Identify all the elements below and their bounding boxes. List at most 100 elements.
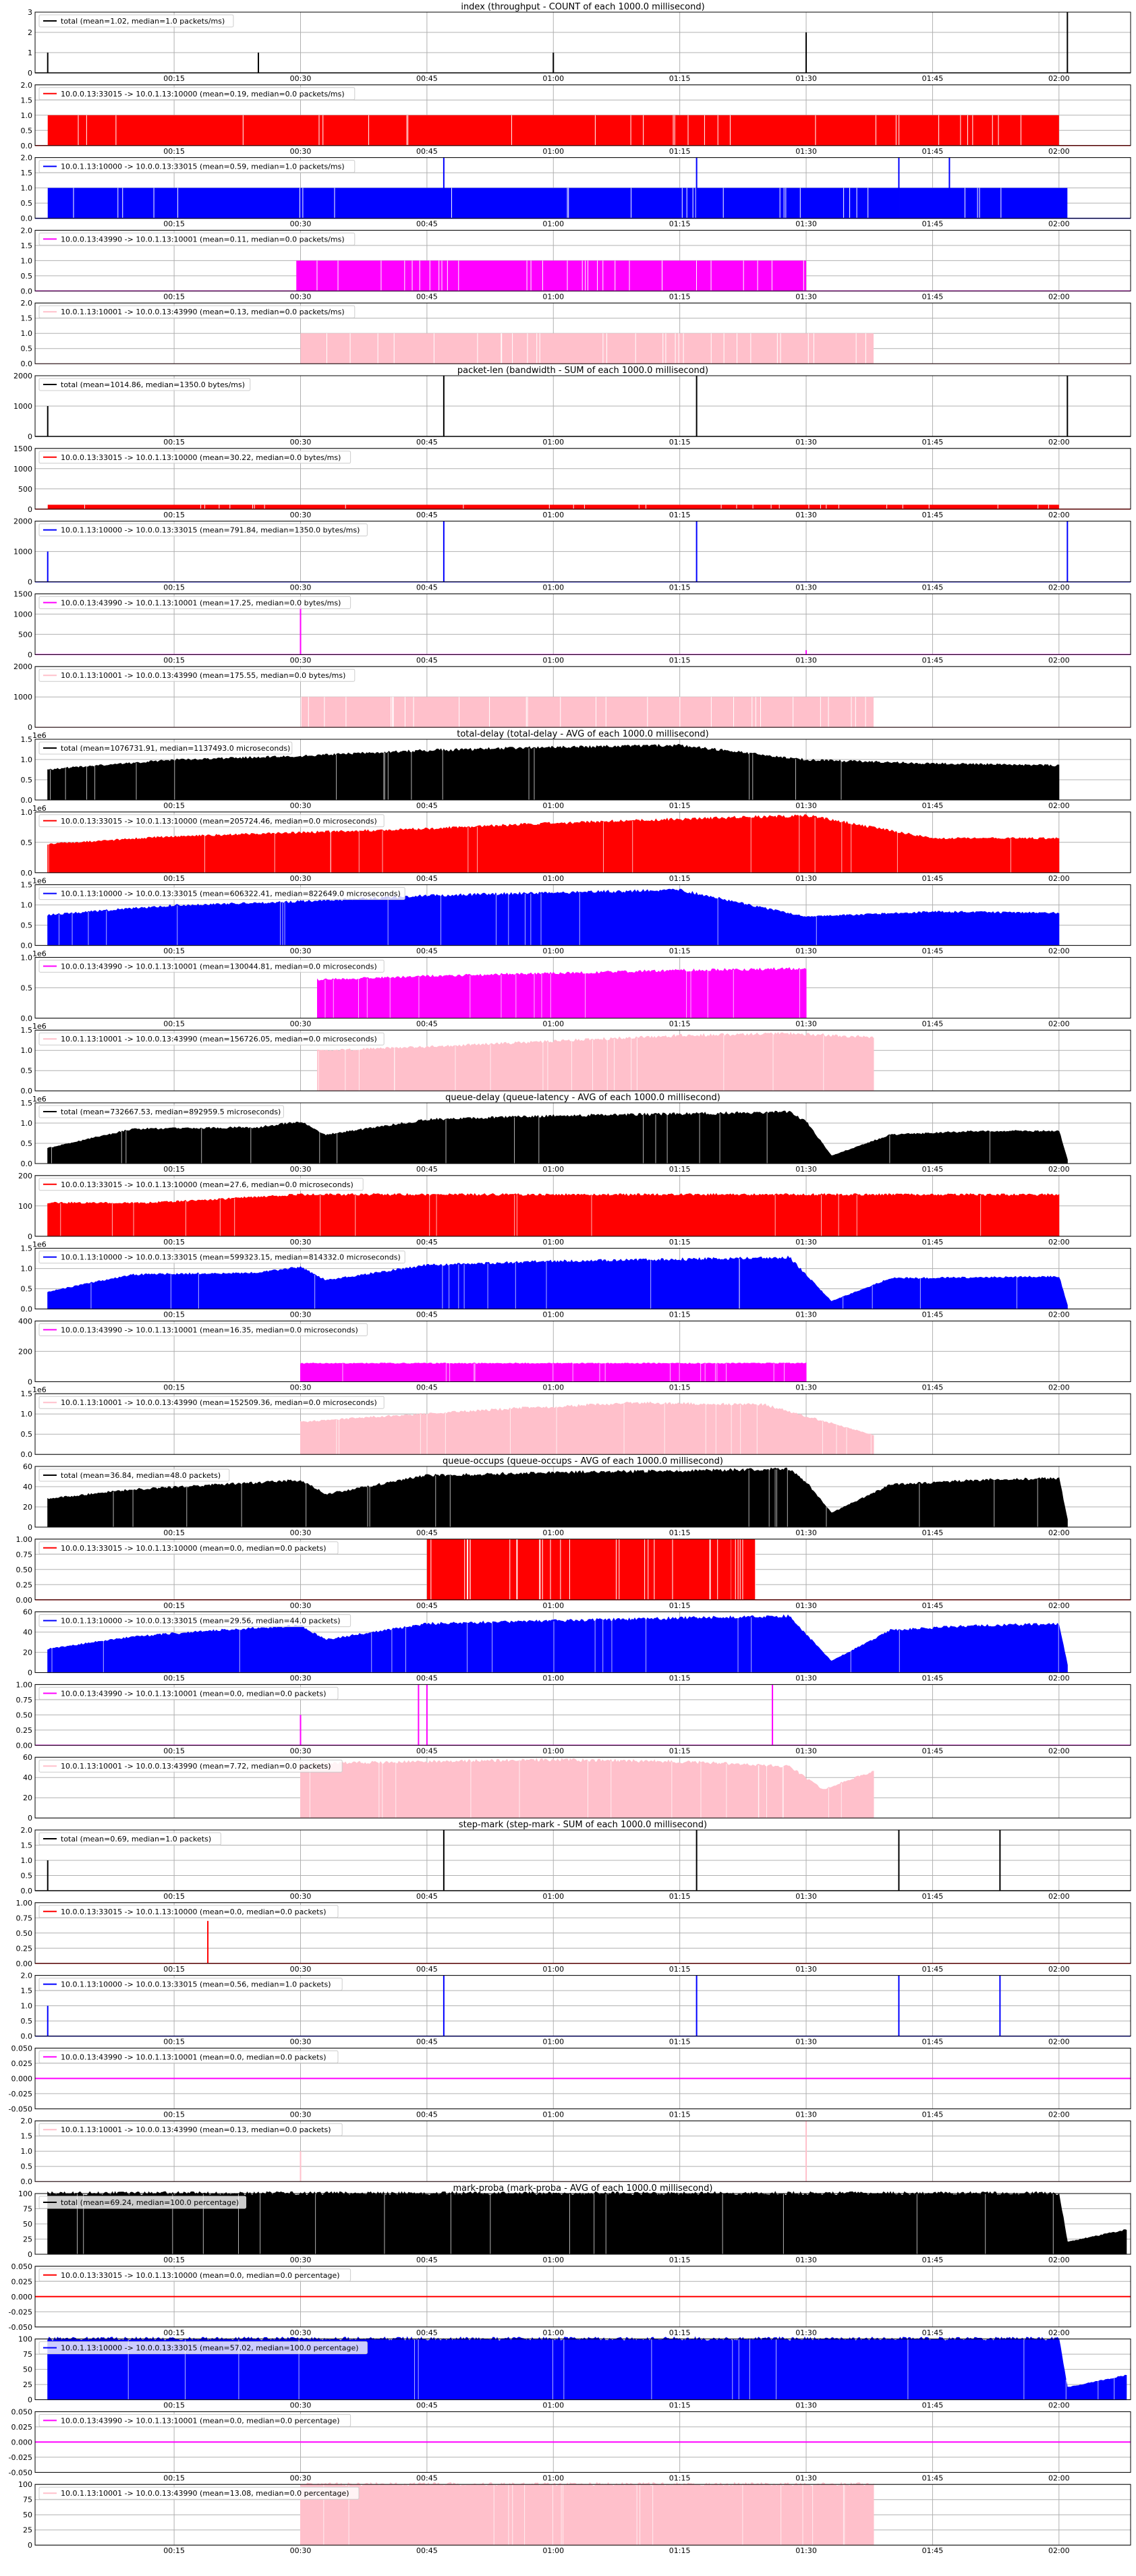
x-tick-label: 01:30 <box>795 1674 817 1683</box>
x-tick-label: 00:30 <box>290 511 312 519</box>
y-tick-label: 0.5 <box>21 983 33 992</box>
y-tick-label: 50 <box>23 2511 32 2519</box>
legend-box <box>38 814 385 828</box>
y-tick-label: 1.0 <box>21 1410 33 1419</box>
panel-title: mark-proba (mark-proba - AVG of each 100… <box>453 2183 713 2194</box>
axes-frame <box>34 811 1131 874</box>
legend-label: 10.0.1.13:10001 -> 10.0.0.13:43990 (mean… <box>61 2125 331 2134</box>
x-tick-label: 02:00 <box>1048 292 1070 301</box>
x-tick-label: 01:15 <box>669 1601 691 1610</box>
axes-frame <box>34 2193 1131 2255</box>
bar <box>772 1684 774 1746</box>
x-tick-label: 01:15 <box>669 2110 691 2119</box>
x-tick-label: 01:15 <box>669 1965 691 1974</box>
y-tick-label: 0.025 <box>11 2277 33 2286</box>
x-tick-label: 01:15 <box>669 1528 691 1537</box>
y-tick-label: 75 <box>23 2350 32 2359</box>
x-tick-label: 02:00 <box>1048 2256 1070 2264</box>
axis-exponent: 1e6 <box>32 1095 47 1104</box>
x-tick-label: 01:00 <box>542 1746 564 1755</box>
bar <box>300 1715 302 1746</box>
x-tick-label: 01:00 <box>542 2401 564 2410</box>
y-tick-label: 1.0 <box>21 1046 33 1055</box>
panel-1: 0.0 0.5 1.0 1.5 2.0 10.0.0.13:33015 -> 10.0.1… <box>21 81 1131 156</box>
x-tick-label: 02:00 <box>1048 656 1070 664</box>
legend-box <box>38 668 356 682</box>
y-tick-label: 0 <box>28 2250 32 2259</box>
x-tick-label: 01:30 <box>795 292 817 301</box>
x-tick-label: 01:30 <box>795 1165 817 1174</box>
x-tick-label: 00:30 <box>290 74 312 83</box>
x-tick-label: 00:30 <box>290 438 312 447</box>
legend-label: 10.0.0.13:43990 -> 10.0.1.13:10001 (mean… <box>61 962 377 971</box>
y-tick-label: 0 <box>28 578 32 587</box>
x-tick-label: 00:15 <box>163 1601 185 1610</box>
x-tick-label: 00:30 <box>290 2256 312 2264</box>
y-tick-label: 200 <box>18 1172 32 1180</box>
x-tick-label: 02:00 <box>1048 2546 1070 2555</box>
panel-24: 0 20 40 60 10.0.1.13:10001 -> 10.0.0.13:4399… <box>23 1753 1131 1823</box>
x-tick-label: 01:15 <box>669 2038 691 2047</box>
x-tick-label: 00:45 <box>416 1746 438 1755</box>
series-area <box>47 743 1060 801</box>
axes-frame <box>34 666 1131 728</box>
x-tick-label: 02:00 <box>1048 1965 1070 1974</box>
y-tick-label: 2.0 <box>21 154 33 163</box>
y-tick-label: 0 <box>28 1814 32 1823</box>
y-tick-label: 0.00 <box>16 1596 33 1605</box>
x-tick-label: 02:00 <box>1048 874 1070 883</box>
axes-frame <box>34 593 1131 655</box>
y-tick-label: 2 <box>28 28 32 37</box>
y-tick-label: 100 <box>18 2480 32 2489</box>
legend-label: 10.0.1.13:10001 -> 10.0.0.13:43990 (mean… <box>61 671 345 680</box>
y-tick-label: 1500 <box>13 445 32 453</box>
x-tick-label: 01:45 <box>922 438 944 447</box>
x-tick-label: 01:30 <box>795 1383 817 1392</box>
x-tick-label: 01:00 <box>542 1528 564 1537</box>
bar-block <box>47 115 1059 146</box>
x-tick-label: 01:00 <box>542 2256 564 2264</box>
series-area <box>47 1193 1060 1237</box>
x-tick-label: 01:00 <box>542 947 564 956</box>
x-tick-label: 01:45 <box>922 656 944 664</box>
panel-title: total-delay (total-delay - AVG of each 1… <box>457 729 709 739</box>
x-tick-label: 01:15 <box>669 1746 691 1755</box>
y-tick-label: 0.5 <box>21 1139 33 1148</box>
y-tick-label: 0.5 <box>21 1285 33 1294</box>
x-tick-label: 00:15 <box>163 220 185 229</box>
legend-box <box>38 14 234 28</box>
x-tick-label: 01:00 <box>542 1601 564 1610</box>
x-tick-label: 00:45 <box>416 2546 438 2555</box>
bar <box>300 2151 302 2182</box>
y-tick-label: 0.5 <box>21 2017 33 2026</box>
y-tick-label: 1.5 <box>21 96 33 105</box>
bar <box>898 1975 900 2036</box>
panel-14: 0.0 0.5 1.0 1.5 1e6 10.0.1.13:10001 -> 10.0.0… <box>21 1022 1131 1095</box>
x-tick-label: 00:30 <box>290 874 312 883</box>
axis-exponent: 1e6 <box>32 731 47 740</box>
x-tick-label: 02:00 <box>1048 2473 1070 2482</box>
x-tick-label: 00:45 <box>416 1019 438 1028</box>
x-tick-label: 01:00 <box>542 1892 564 1901</box>
x-tick-label: 02:00 <box>1048 2038 1070 2047</box>
legend-box <box>38 1032 385 1046</box>
y-tick-label: 0.5 <box>21 1066 33 1075</box>
x-tick-label: 01:30 <box>795 220 817 229</box>
x-tick-label: 01:15 <box>669 1892 691 1901</box>
bar-spike <box>695 157 698 219</box>
panel-19: 0.0 0.5 1.0 1.5 1e6 10.0.1.13:10001 -> 10.0.0… <box>21 1385 1131 1459</box>
y-tick-label: 2.0 <box>21 226 33 235</box>
y-tick-label: -0.050 <box>9 2468 32 2477</box>
x-tick-label: 01:15 <box>669 583 691 592</box>
axes-frame <box>34 11 1131 74</box>
y-tick-label: 25 <box>23 2380 32 2389</box>
y-tick-label: 0 <box>28 1377 32 1386</box>
y-tick-label: 0.025 <box>11 2059 33 2068</box>
legend-box <box>38 523 368 537</box>
y-tick-label: 0.050 <box>11 2262 33 2271</box>
y-tick-label: 0.0 <box>21 942 33 950</box>
axes-frame <box>34 1466 1131 1528</box>
panel-23: 0.00 0.25 0.50 0.75 1.00 10.0.0.13:43990 -> 1… <box>16 1680 1131 1755</box>
bar <box>47 1860 49 1891</box>
